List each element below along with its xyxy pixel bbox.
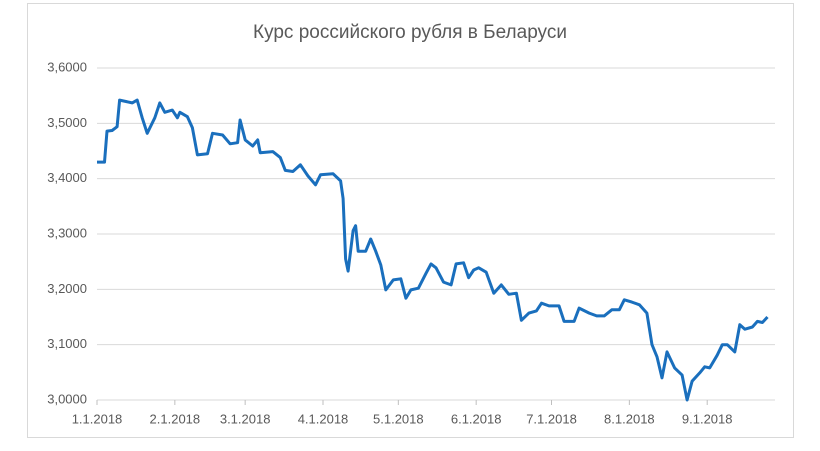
y-tick-label: 3,2000 xyxy=(47,281,87,296)
x-tick-label: 1.1.2018 xyxy=(72,411,123,426)
y-tick-label: 3,5000 xyxy=(47,115,87,130)
y-tick-label: 3,1000 xyxy=(47,336,87,351)
y-tick-label: 3,6000 xyxy=(47,59,87,74)
x-tick-label: 8.1.2018 xyxy=(604,411,655,426)
y-tick-label: 3,0000 xyxy=(47,391,87,406)
chart-title: Курс российского рубля в Беларуси xyxy=(253,22,567,43)
x-tick-label: 5.1.2018 xyxy=(373,411,424,426)
y-tick-label: 3,4000 xyxy=(47,170,87,185)
data-line xyxy=(97,98,769,402)
x-tick-label: 9.1.2018 xyxy=(682,411,733,426)
x-tick-label: 7.1.2018 xyxy=(526,411,577,426)
x-tick-label: 3.1.2018 xyxy=(220,411,271,426)
x-tick-label: 6.1.2018 xyxy=(451,411,502,426)
x-tick-label: 4.1.2018 xyxy=(298,411,349,426)
y-tick-label: 3,3000 xyxy=(47,225,87,240)
x-tick-label: 2.1.2018 xyxy=(150,411,201,426)
